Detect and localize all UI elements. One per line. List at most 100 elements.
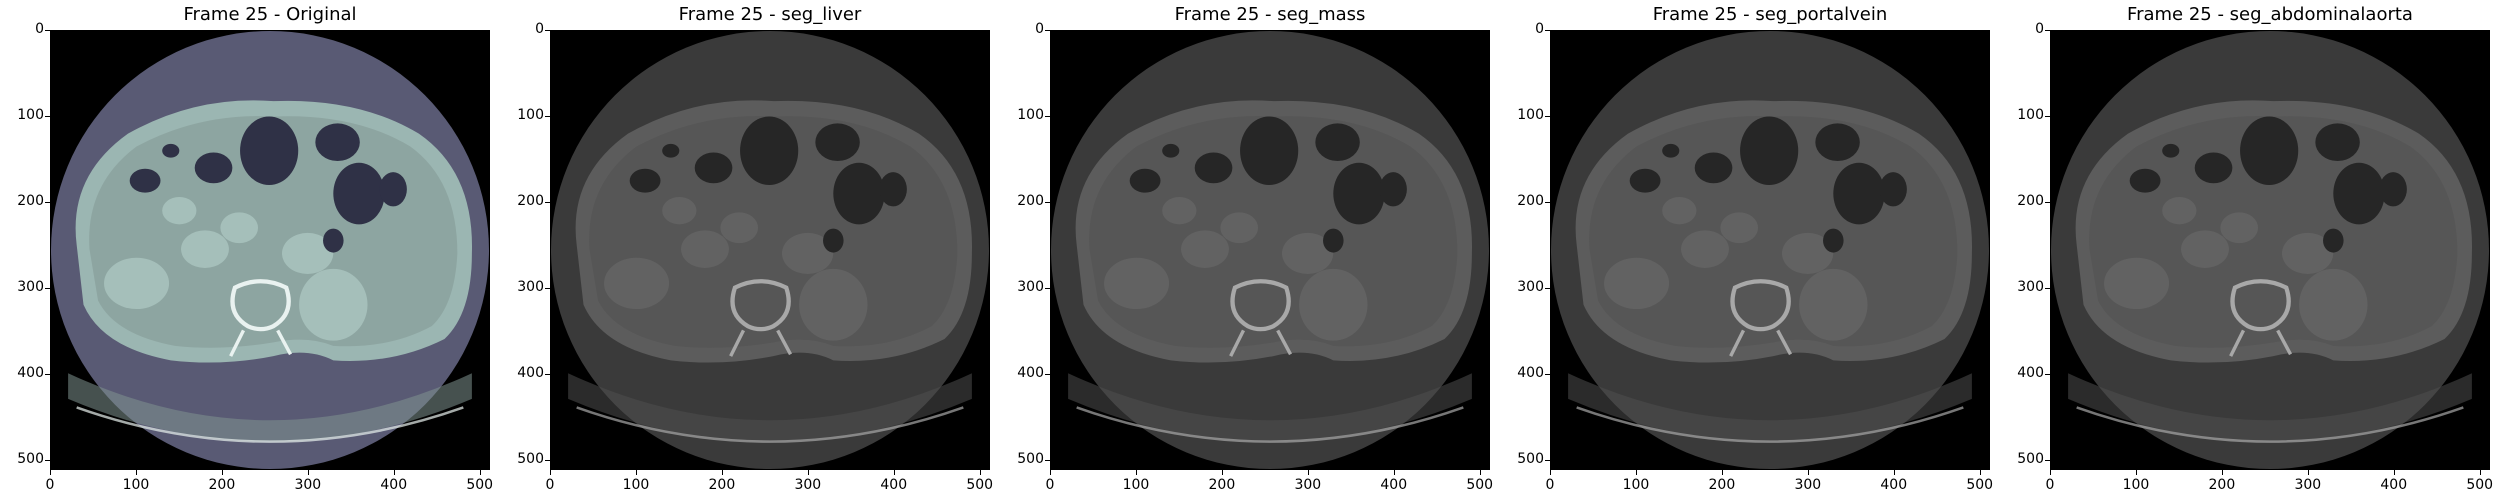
y-tick-mark [545, 115, 550, 117]
x-tick-label: 0 [545, 477, 555, 493]
y-tick-mark [1545, 30, 1550, 31]
y-tick-label: 300 [1017, 278, 1044, 295]
y-tick-mark [1545, 115, 1550, 117]
x-tick-mark [50, 470, 51, 475]
image-panel: Frame 25 - Original 0 100 200 300 400 500 0 100 2… [0, 0, 493, 500]
x-tick-mark [1550, 470, 1551, 475]
x-tick-label: 400 [380, 477, 408, 493]
y-tick-label: 400 [517, 364, 544, 381]
x-tick-label: 500 [966, 477, 994, 493]
y-tick-label: 0 [1535, 21, 1544, 37]
y-tick-label: 0 [2035, 21, 2044, 37]
x-tick-label: 500 [466, 477, 494, 493]
panel-title: Frame 25 - Original [183, 4, 357, 25]
x-tick-label: 400 [1380, 477, 1408, 493]
y-tick-mark [2045, 115, 2050, 117]
y-tick-mark [1045, 115, 1050, 117]
y-tick-mark [45, 373, 50, 375]
y-tick-mark [45, 30, 50, 31]
y-tick-label: 500 [2017, 450, 2044, 467]
x-tick-mark [1807, 470, 1809, 475]
x-tick-mark [2050, 470, 2051, 475]
y-tick-label: 500 [517, 450, 544, 467]
y-tick-mark [1545, 201, 1550, 203]
x-tick-label: 300 [794, 477, 822, 493]
y-tick-mark [2045, 373, 2050, 375]
ct-slice-image [2050, 30, 2490, 470]
x-tick-mark [807, 470, 809, 475]
y-tick-label: 500 [1017, 450, 1044, 467]
y-tick-label: 300 [517, 278, 544, 295]
x-tick-mark [635, 470, 637, 475]
x-tick-label: 500 [1466, 477, 1494, 493]
x-tick-mark [1221, 470, 1223, 475]
x-tick-label: 200 [1708, 477, 1736, 493]
y-tick-mark [2045, 201, 2050, 203]
image-panel: Frame 25 - seg_mass 0 100 200 300 400 500 0 100 2… [1000, 0, 1493, 500]
y-tick-label: 100 [2017, 106, 2044, 123]
panel-title: Frame 25 - seg_portalvein [1652, 4, 1888, 25]
x-tick-mark [307, 470, 309, 475]
x-tick-label: 100 [1622, 477, 1650, 493]
y-tick-mark [1545, 459, 1550, 461]
x-tick-label: 100 [622, 477, 650, 493]
ct-slice-drawing [51, 31, 489, 469]
y-tick-mark [45, 287, 50, 289]
x-tick-mark [2221, 470, 2223, 475]
ct-slice-image [550, 30, 990, 470]
y-tick-mark [1545, 287, 1550, 289]
x-tick-label: 100 [2122, 477, 2150, 493]
panel-title: Frame 25 - seg_abdominalaorta [2127, 4, 2413, 25]
x-tick-label: 200 [2208, 477, 2236, 493]
y-tick-mark [2045, 30, 2050, 31]
x-tick-label: 200 [1208, 477, 1236, 493]
x-tick-mark [1135, 470, 1137, 475]
x-tick-mark [979, 470, 981, 475]
ct-slice-drawing [1051, 31, 1489, 469]
x-tick-label: 0 [1045, 477, 1055, 493]
image-panel: Frame 25 - seg_liver 0 100 200 300 400 500 0 100… [500, 0, 993, 500]
x-tick-mark [1050, 470, 1051, 475]
x-tick-mark [1721, 470, 1723, 475]
y-tick-label: 100 [1017, 106, 1044, 123]
ct-slice-drawing [2051, 31, 2489, 469]
y-tick-label: 400 [1017, 364, 1044, 381]
y-tick-mark [545, 30, 550, 31]
image-panel: Frame 25 - seg_abdominalaorta 0 100 200 300 4… [2000, 0, 2493, 500]
y-tick-label: 200 [517, 192, 544, 209]
x-tick-label: 300 [294, 477, 322, 493]
x-tick-mark [721, 470, 723, 475]
x-tick-mark [135, 470, 137, 475]
y-tick-mark [2045, 459, 2050, 461]
x-tick-label: 400 [880, 477, 908, 493]
x-tick-label: 300 [1794, 477, 1822, 493]
y-tick-label: 400 [2017, 364, 2044, 381]
y-tick-mark [545, 287, 550, 289]
y-tick-label: 0 [35, 21, 44, 37]
x-tick-mark [893, 470, 895, 475]
y-tick-mark [545, 459, 550, 461]
x-tick-label: 100 [1122, 477, 1150, 493]
y-tick-label: 200 [2017, 192, 2044, 209]
x-tick-label: 300 [2294, 477, 2322, 493]
y-tick-mark [1045, 287, 1050, 289]
y-tick-label: 300 [1517, 278, 1544, 295]
x-tick-mark [1393, 470, 1395, 475]
x-tick-mark [221, 470, 223, 475]
x-tick-mark [2307, 470, 2309, 475]
x-tick-label: 200 [708, 477, 736, 493]
y-tick-label: 400 [1517, 364, 1544, 381]
y-tick-label: 200 [1517, 192, 1544, 209]
x-tick-mark [550, 470, 551, 475]
y-tick-label: 200 [17, 192, 44, 209]
x-tick-label: 100 [122, 477, 150, 493]
x-tick-mark [479, 470, 481, 475]
y-tick-mark [45, 115, 50, 117]
x-tick-mark [2393, 470, 2395, 475]
y-tick-label: 0 [1035, 21, 1044, 37]
x-tick-label: 300 [1294, 477, 1322, 493]
y-tick-label: 100 [1517, 106, 1544, 123]
ct-slice-drawing [1551, 31, 1989, 469]
ct-slice-image [1550, 30, 1990, 470]
